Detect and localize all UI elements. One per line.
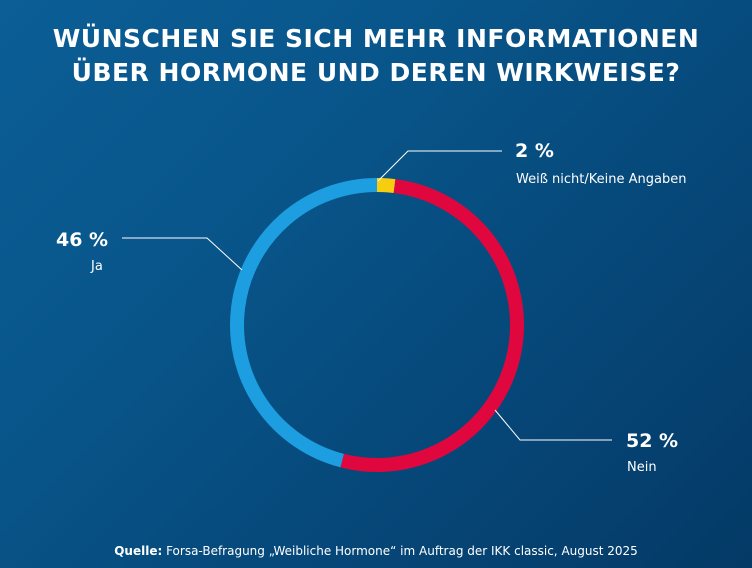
source-label: Quelle: [114, 544, 163, 558]
data-label-weiss-nicht-category: Weiß nicht/Keine Angaben [516, 172, 687, 187]
chart-title: WÜNSCHEN SIE SICH MEHR INFORMATIONEN ÜBE… [0, 22, 752, 90]
data-label-nein-percent: 52 % [626, 430, 679, 452]
leader-line-nein [494, 409, 612, 441]
donut-slice-ja [230, 178, 378, 468]
chart-title-line-2: ÜBER HORMONE UND DEREN WIRKWEISE? [71, 58, 681, 87]
data-label-weiss-nicht-percent: 2 % [515, 140, 554, 162]
data-label-ja-category: Ja [91, 259, 103, 274]
chart-title-line-1: WÜNSCHEN SIE SICH MEHR INFORMATIONEN [52, 24, 700, 53]
donut-slices [230, 178, 524, 472]
data-label-nein-category: Nein [627, 460, 657, 475]
source-footer: Quelle: Forsa-Befragung „Weibliche Hormo… [0, 544, 752, 558]
leader-line-weiss-nicht [377, 150, 502, 182]
source-text: Forsa-Befragung „Weibliche Hormone“ im A… [166, 544, 638, 558]
data-label-ja-percent: 46 % [56, 229, 109, 251]
leader-line-ja [122, 237, 243, 271]
donut-slice-nein [340, 179, 524, 472]
donut-slice-weiß-nicht-keine-angaben [376, 178, 396, 194]
